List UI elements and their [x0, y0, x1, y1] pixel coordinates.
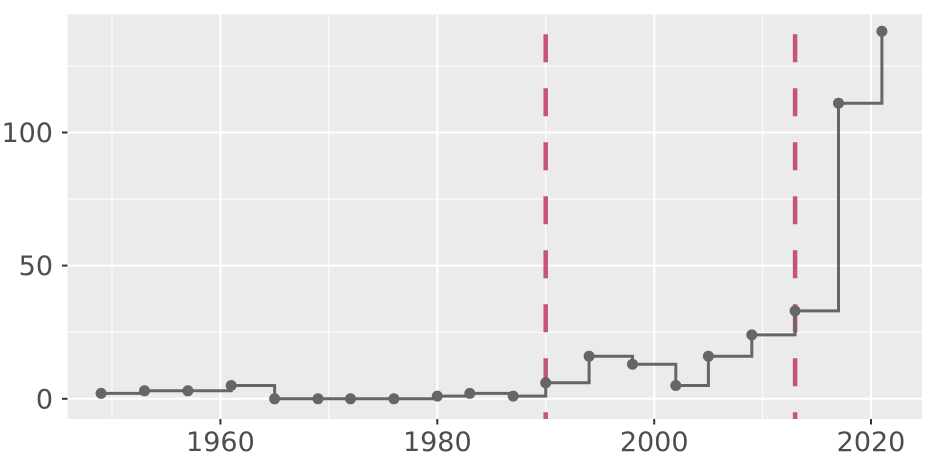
- data-point-1998: [627, 358, 638, 370]
- data-point-2017: [833, 97, 844, 109]
- data-point-1969: [312, 393, 324, 405]
- x-tick-label: 2000: [620, 427, 689, 458]
- data-point-1987: [507, 390, 519, 402]
- x-tick-label: 1960: [186, 427, 255, 458]
- data-point-2009: [746, 329, 758, 341]
- data-point-1961: [225, 380, 237, 391]
- data-point-2002: [670, 380, 682, 391]
- step-line: [101, 31, 884, 401]
- x-tick-label: 2020: [837, 427, 906, 458]
- y-tick-label: 0: [36, 384, 53, 415]
- y-tick-label: 50: [19, 251, 53, 282]
- data-point-2005: [702, 350, 714, 362]
- y-tick-label: 100: [1, 118, 53, 149]
- data-point-1976: [388, 393, 400, 405]
- data-point-1983: [464, 387, 476, 399]
- data-point-1957: [182, 385, 194, 397]
- data-point-1990: [540, 377, 552, 389]
- x-tick-label: 1980: [403, 427, 472, 458]
- data-point-1994: [583, 350, 595, 362]
- data-point-1949: [95, 387, 107, 399]
- data-point-1953: [139, 385, 150, 397]
- plot-panel: [67, 14, 922, 420]
- data-point-1980: [431, 390, 443, 402]
- data-point-1965: [269, 393, 281, 405]
- data-point-2021: [876, 25, 888, 37]
- data-point-2013: [789, 305, 801, 317]
- data-point-1972: [345, 393, 356, 405]
